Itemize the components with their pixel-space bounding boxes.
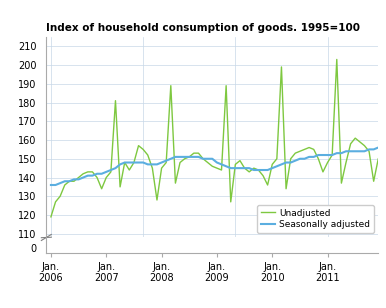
Line: Seasonally adjusted: Seasonally adjusted [51, 148, 378, 185]
Seasonally adjusted [127, 161, 132, 164]
Unadjusted [270, 163, 274, 166]
Seasonally adjusted [256, 168, 261, 172]
Unadjusted [95, 176, 99, 179]
Unadjusted [233, 163, 238, 166]
Legend: Unadjusted, Seasonally adjusted: Unadjusted, Seasonally adjusted [257, 205, 374, 233]
Unadjusted [334, 58, 339, 61]
Unadjusted [376, 157, 381, 160]
Seasonally adjusted [95, 172, 99, 176]
Seasonally adjusted [49, 183, 53, 187]
Seasonally adjusted [270, 166, 274, 170]
Seasonally adjusted [233, 166, 238, 170]
Unadjusted [49, 215, 53, 219]
Seasonally adjusted [159, 161, 164, 164]
Unadjusted [127, 168, 132, 172]
Seasonally adjusted [376, 146, 381, 149]
Unadjusted [159, 166, 164, 170]
Text: Index of household consumption of goods. 1995=100: Index of household consumption of goods.… [46, 23, 360, 33]
Line: Unadjusted: Unadjusted [51, 59, 378, 217]
Unadjusted [256, 168, 261, 172]
